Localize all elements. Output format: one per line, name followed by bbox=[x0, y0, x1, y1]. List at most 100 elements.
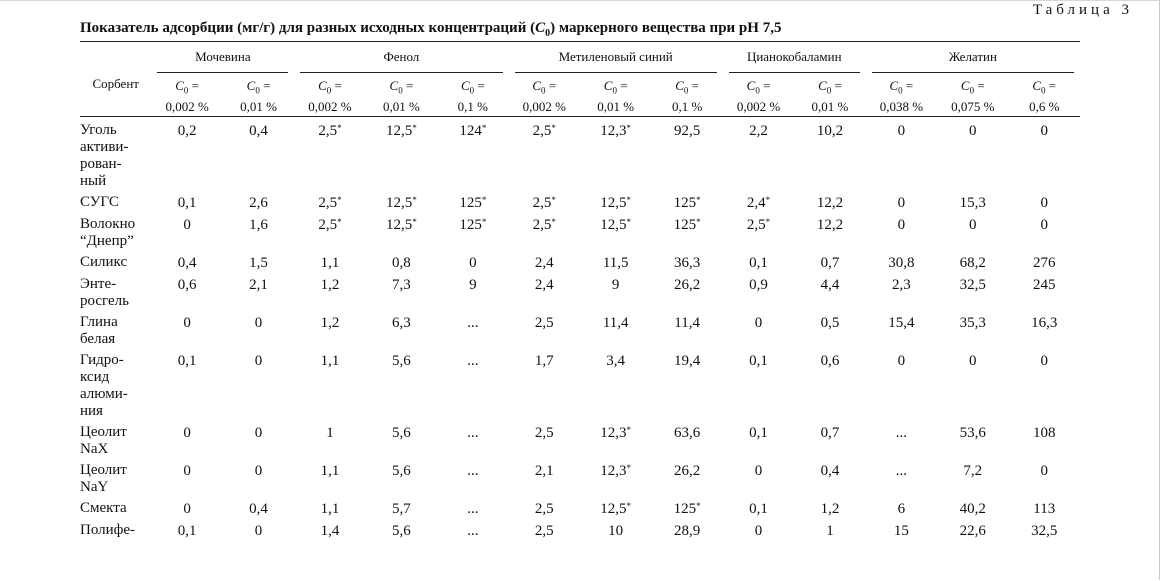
table-cell: 32,5 bbox=[1031, 523, 1058, 539]
table-cell: 12,2 bbox=[816, 195, 844, 211]
table-cell: 7,3 bbox=[392, 277, 411, 293]
table-cell: 0 bbox=[897, 217, 906, 233]
table-cell: 2,6 bbox=[249, 195, 268, 211]
table-cell: 125* bbox=[673, 217, 701, 233]
table-cell: 2,5* bbox=[318, 195, 342, 211]
adsorption-table: Сорбент Мочевина Фенол Метиленовый синий Циа… bbox=[80, 41, 1080, 542]
table-cell: 10,2 bbox=[816, 123, 844, 139]
table-cell: 11,4 bbox=[674, 315, 700, 331]
table-row: Глина белая 0 0 1,2 6,3... 2,5 11,4 11,4 0 0,5 15,4… bbox=[80, 312, 1080, 350]
table-cell: 0 bbox=[969, 123, 977, 139]
table-cell: 40,2 bbox=[959, 501, 986, 517]
table-cell: 12,3* bbox=[600, 463, 632, 479]
table-row: Уголь активи-рован-ный 0,2 0,4 2,5* 12,5* 124… bbox=[80, 117, 1080, 193]
concentration-header: C0 = 0,002 % bbox=[736, 78, 781, 114]
table-cell: 0 bbox=[897, 123, 906, 139]
table-cell: 0,1 bbox=[749, 255, 768, 271]
table-cell: 125* bbox=[459, 195, 487, 211]
table-caption: Показатель адсорбции (мг/г) для разных и… bbox=[80, 20, 781, 39]
table-cell: 125* bbox=[673, 501, 701, 517]
table-cell: 0,6 bbox=[177, 277, 197, 293]
table-cell: 12,5* bbox=[600, 501, 632, 517]
table-cell: 0 bbox=[254, 315, 263, 331]
table-cell: 0,1 bbox=[177, 353, 197, 369]
table-cell: 11,5 bbox=[602, 255, 629, 271]
concentration-header: C0 = 0,01 % bbox=[240, 78, 277, 114]
table-cell: 0 bbox=[183, 315, 191, 331]
caption-subscript: 0 bbox=[545, 28, 551, 39]
concentration-header: C0 = 0,002 % bbox=[308, 78, 352, 114]
sorbent-name: Смекта bbox=[80, 500, 127, 516]
table-cell: 4,4 bbox=[820, 277, 840, 293]
table-cell: 0,4 bbox=[177, 255, 197, 271]
table-cell: 9 bbox=[611, 277, 620, 293]
table-cell: 0 bbox=[254, 353, 263, 369]
sorbent-name: Силикс bbox=[80, 254, 128, 270]
table-cell: 2,1 bbox=[534, 463, 554, 479]
caption-symbol: C bbox=[535, 20, 546, 36]
table-cell: 1,5 bbox=[249, 255, 268, 271]
header-row-groups: Сорбент Мочевина Фенол Метиленовый синий Циа… bbox=[80, 42, 1080, 91]
table-cell: 12,2 bbox=[816, 217, 844, 233]
table-cell: ... bbox=[467, 463, 479, 479]
table-cell: 0,4 bbox=[249, 123, 268, 139]
table-cell: 113 bbox=[1033, 501, 1056, 517]
table-cell: 0 bbox=[469, 255, 477, 271]
group-label: Цианокобаламин bbox=[728, 46, 860, 73]
table-cell: 15 bbox=[893, 523, 909, 539]
table-cell: 0 bbox=[183, 217, 191, 233]
concentration-header: C0 = 0,075 % bbox=[951, 78, 995, 114]
table-cell: 0,1 bbox=[749, 353, 768, 369]
table-cell: 2,1 bbox=[249, 277, 268, 293]
table-cell: 30,8 bbox=[888, 255, 915, 271]
group-header-3: Цианокобаламин bbox=[723, 42, 866, 77]
table-cell: 0,9 bbox=[749, 277, 768, 293]
table-cell: ... bbox=[467, 315, 479, 331]
sorbent-header: Сорбент bbox=[92, 76, 139, 91]
table-row: Волокно “Днепр” 0 1,6 2,5* 12,5* 125* 2,5* 12,5*… bbox=[80, 214, 1080, 252]
table-cell: 6 bbox=[897, 501, 906, 517]
table-cell: 12,3* bbox=[600, 123, 632, 139]
sorbent-name: Полифе- bbox=[80, 522, 136, 538]
table-cell: ... bbox=[895, 425, 907, 441]
table-cell: 53,6 bbox=[959, 425, 986, 441]
table-cell: 7,2 bbox=[963, 463, 983, 479]
table-cell: 5,7 bbox=[392, 501, 411, 517]
table-cell: 0,1 bbox=[749, 425, 768, 441]
table-cell: 0,7 bbox=[820, 255, 840, 271]
sorbent-name: Волокно “Днепр” bbox=[80, 216, 136, 249]
group-header-4: Желатин bbox=[866, 42, 1080, 77]
table-cell: 1,2 bbox=[320, 277, 340, 293]
table-cell: 0 bbox=[754, 523, 763, 539]
table-cell: 15,3 bbox=[959, 195, 986, 211]
table-cell: 125* bbox=[459, 217, 487, 233]
table-cell: 0 bbox=[754, 315, 763, 331]
table-cell: 32,5 bbox=[959, 277, 986, 293]
sorbent-name: Цеолит NaY bbox=[80, 462, 127, 495]
table-cell: 2,3 bbox=[892, 277, 911, 293]
table-cell: 0 bbox=[183, 501, 191, 517]
concentration-header: C0 = 0,1 % bbox=[457, 78, 488, 114]
table-cell: 0 bbox=[254, 523, 263, 539]
table-row: Гидро-ксид алюми-ния 0,1 0 1,1 5,6... 1,7 3,4 19… bbox=[80, 350, 1080, 422]
group-label: Мочевина bbox=[157, 46, 289, 73]
table-cell: 63,6 bbox=[673, 425, 701, 441]
table-number: Таблица 3 bbox=[1032, 2, 1133, 18]
table-cell: 1,1 bbox=[320, 353, 340, 369]
table-cell: 0 bbox=[969, 353, 977, 369]
table-cell: 5,6 bbox=[392, 425, 411, 441]
table-cell: 245 bbox=[1033, 277, 1056, 293]
table-cell: 12,5* bbox=[386, 217, 417, 233]
table-cell: 22,6 bbox=[959, 523, 986, 539]
table-cell: 1,2 bbox=[820, 501, 840, 517]
table-cell: 0,1 bbox=[177, 195, 197, 211]
table-cell: 276 bbox=[1033, 255, 1056, 271]
concentration-header: C0 = 0,002 % bbox=[165, 78, 209, 114]
table-cell: 12,3* bbox=[600, 425, 632, 441]
table-cell: 0 bbox=[1040, 195, 1049, 211]
table-cell: ... bbox=[467, 501, 479, 517]
table-cell: 5,6 bbox=[392, 523, 411, 539]
table-cell: 9 bbox=[469, 277, 477, 293]
table-cell: ... bbox=[467, 425, 479, 441]
